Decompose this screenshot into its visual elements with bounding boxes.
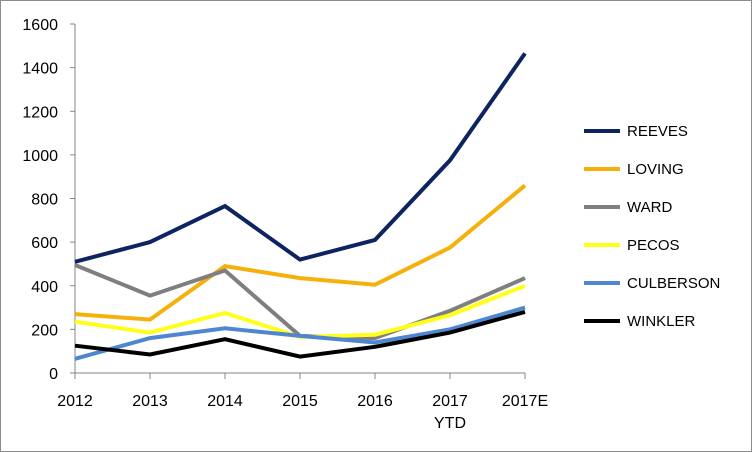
series-lines bbox=[74, 52, 527, 361]
series-line-reeves bbox=[74, 52, 527, 264]
legend-label-ward: WARD bbox=[627, 199, 672, 216]
legend-label-culberson: CULBERSON bbox=[627, 275, 720, 292]
y-tick-label: 1400 bbox=[22, 61, 58, 78]
y-tick-label: 1000 bbox=[22, 148, 58, 165]
y-tick-label: 0 bbox=[49, 366, 58, 383]
series-line-culberson bbox=[74, 305, 526, 361]
legend: REEVES LOVING WARD PECOS CULBERSON WINKLER bbox=[584, 123, 720, 330]
x-tick-label: 2014 bbox=[207, 393, 243, 410]
legend-label-loving: LOVING bbox=[627, 161, 684, 178]
x-tick-label: 2017 YTD bbox=[432, 393, 468, 432]
y-tick-label: 1200 bbox=[22, 104, 58, 121]
x-tick-label: 2016 bbox=[357, 393, 393, 410]
legend-label-winkler: WINKLER bbox=[627, 313, 696, 330]
y-tick-label: 400 bbox=[31, 279, 58, 296]
legend-label-pecos: PECOS bbox=[627, 237, 680, 254]
x-tick-label: 2017E bbox=[502, 393, 548, 410]
y-tick-label: 600 bbox=[31, 235, 58, 252]
y-tick-label: 800 bbox=[31, 192, 58, 209]
x-tick-label: 2012 bbox=[57, 393, 93, 410]
y-tick-label: 200 bbox=[31, 322, 58, 339]
x-tick-label: 2013 bbox=[132, 393, 168, 410]
legend-label-reeves: REEVES bbox=[627, 123, 688, 140]
x-axis-ticks: 2012 2013 2014 2015 2016 2017 YTD 2017E bbox=[57, 373, 548, 432]
x-tick-label: 2015 bbox=[282, 393, 318, 410]
series-line-loving bbox=[74, 183, 527, 322]
y-axis-ticks: 0 200 400 600 800 1000 1200 1400 1600 bbox=[22, 17, 75, 383]
series-line-winkler bbox=[74, 309, 526, 359]
y-tick-label: 1600 bbox=[22, 17, 58, 34]
